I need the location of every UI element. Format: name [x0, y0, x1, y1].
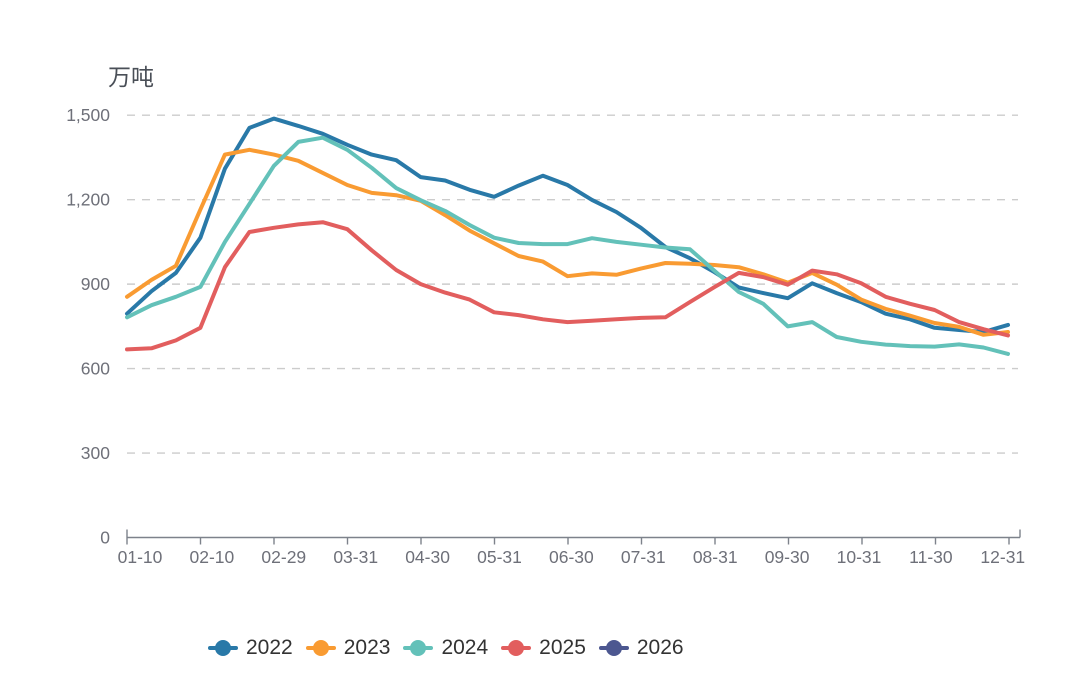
- x-tick-label: 04-30: [405, 547, 450, 567]
- series-line-2024: [125, 135, 1010, 356]
- x-tick-label: 12-31: [980, 547, 1025, 567]
- x-tick-label: 01-10: [118, 547, 163, 567]
- y-tick-label: 1,200: [66, 190, 110, 210]
- legend-label: 2022: [246, 636, 293, 659]
- x-tick-label: 08-31: [693, 547, 738, 567]
- legend-line-dot-marker: [305, 639, 336, 656]
- series-line-2025: [125, 220, 1010, 352]
- legend-label: 2026: [636, 636, 684, 659]
- legend-label: 2024: [441, 636, 489, 659]
- x-tick-label: 05-31: [477, 547, 522, 567]
- legend-label: 2025: [539, 636, 586, 659]
- x-tick-label: 10-31: [837, 547, 882, 567]
- legend-marker-dot: [312, 639, 329, 656]
- x-tick-label: 11-30: [909, 547, 953, 567]
- series-line-2023: [125, 147, 1010, 337]
- legend-line-dot-marker: [501, 639, 532, 656]
- legend-item-2022[interactable]: 2022: [208, 637, 293, 658]
- legend-item-2023[interactable]: 2023: [305, 636, 391, 659]
- legend-marker-dot: [215, 639, 231, 656]
- legend-marker-dot: [410, 639, 427, 656]
- y-tick-label: 300: [81, 443, 110, 463]
- chart-legend: 2022 2023 2024 2025 2026: [208, 637, 684, 658]
- legend-item-2025[interactable]: 2025: [501, 637, 586, 658]
- legend-line-dot-marker: [403, 639, 434, 656]
- legend-marker-dot: [508, 639, 525, 656]
- legend-line-dot-marker: [208, 639, 238, 656]
- legend-line-dot-marker: [598, 639, 629, 656]
- y-tick-label: 1,500: [66, 105, 110, 125]
- y-tick-label: 600: [81, 359, 110, 379]
- series-line-2022: [125, 116, 1010, 334]
- x-tick-label: 03-31: [333, 547, 378, 567]
- x-tick-label: 07-31: [621, 547, 666, 567]
- legend-marker-dot: [605, 639, 622, 656]
- legend-item-2024[interactable]: 2024: [403, 637, 488, 658]
- y-axis-unit-label: 万吨: [108, 64, 154, 90]
- y-tick-label: 900: [81, 274, 110, 294]
- x-tick-label: 09-30: [765, 547, 810, 567]
- x-tick-label: 02-10: [190, 547, 235, 567]
- legend-item-2026[interactable]: 2026: [598, 636, 684, 659]
- legend-label: 2023: [343, 636, 391, 659]
- x-tick-label: 02-29: [261, 547, 306, 567]
- x-tick-label: 06-30: [549, 547, 594, 567]
- y-tick-label: 0: [100, 528, 110, 548]
